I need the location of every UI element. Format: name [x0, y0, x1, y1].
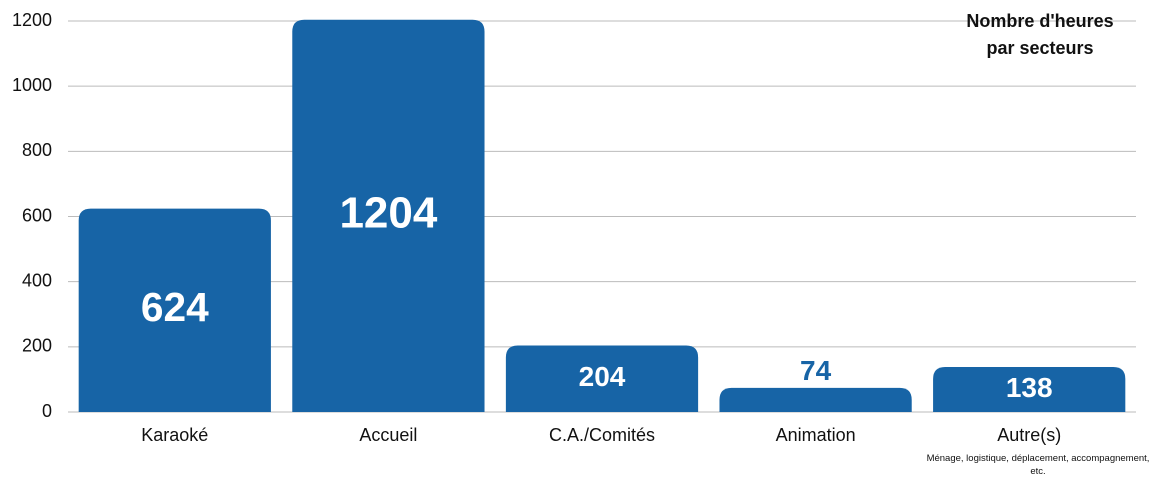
bar	[292, 19, 485, 413]
annotation: Ménage, logistique, déplacement, accompa…	[926, 453, 1150, 477]
data-label: 74	[800, 355, 832, 386]
data-label: 624	[141, 284, 209, 330]
x-tick-label: Accueil	[359, 425, 417, 445]
x-tick-label: Animation	[776, 425, 856, 445]
y-tick-label: 800	[22, 140, 52, 160]
y-tick-label: 0	[42, 401, 52, 421]
x-tick-label: Autre(s)	[997, 425, 1061, 445]
chart-title: Nombre d'heures par secteurs	[966, 11, 1114, 58]
bar	[78, 208, 271, 412]
data-label: 138	[1006, 372, 1053, 403]
x-tick-label: Karaoké	[141, 425, 208, 445]
bar	[505, 345, 699, 412]
y-tick-label: 1000	[12, 75, 52, 95]
bar	[719, 387, 912, 412]
y-tick-label: 600	[22, 205, 52, 225]
data-label: 1204	[339, 188, 437, 237]
data-label: 204	[579, 361, 626, 392]
bar	[933, 367, 1126, 412]
y-tick-label: 400	[22, 270, 52, 290]
x-tick-label: C.A./Comités	[549, 425, 655, 445]
y-tick-label: 200	[22, 336, 52, 356]
y-tick-label: 1200	[12, 10, 52, 30]
